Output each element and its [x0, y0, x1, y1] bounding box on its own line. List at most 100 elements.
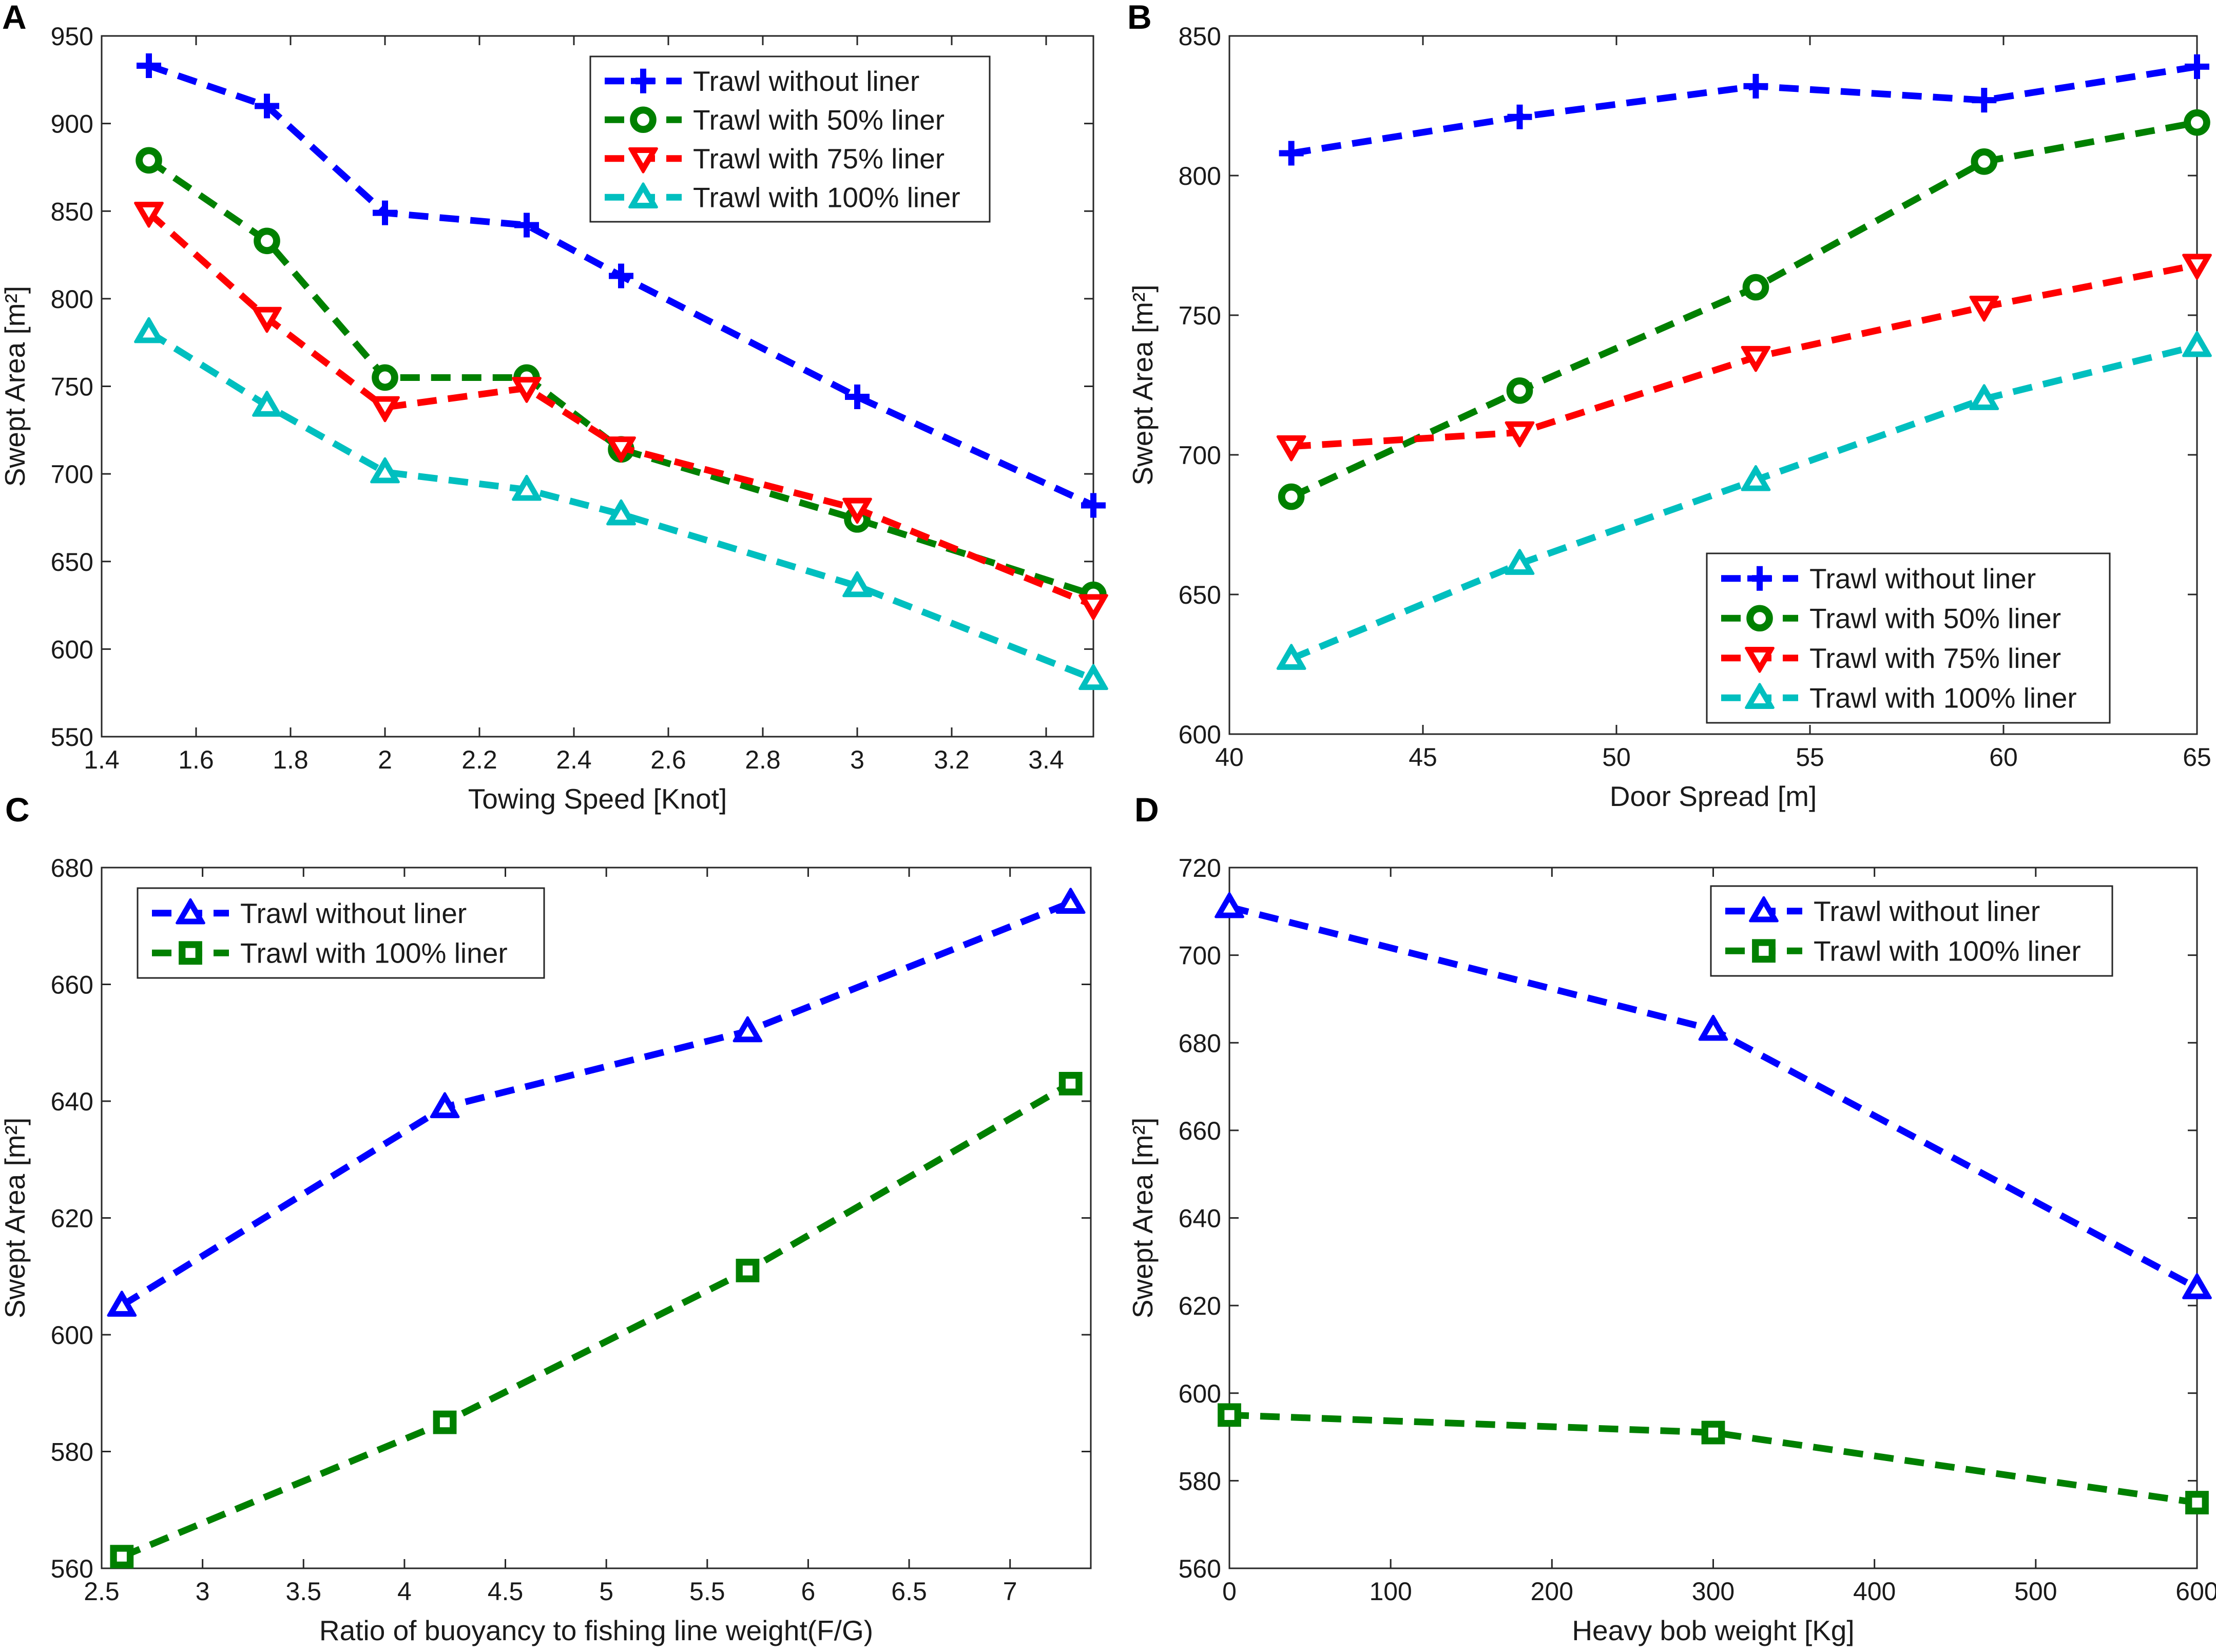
data-marker-center — [115, 1300, 128, 1311]
x-tick-label: 100 — [1369, 1577, 1412, 1606]
y-tick-label: 950 — [51, 22, 93, 51]
legend-label: Trawl without liner — [240, 897, 467, 929]
data-marker — [1081, 493, 1106, 518]
y-tick-label: 650 — [51, 548, 93, 577]
legend-entry: Trawl with 50% liner — [1721, 602, 2061, 634]
x-tick-label: 0 — [1222, 1577, 1237, 1606]
data-marker-center — [438, 1102, 451, 1113]
legend-entry: Trawl without liner — [1721, 563, 2036, 594]
legend-entry: Trawl without liner — [152, 897, 467, 929]
data-marker — [255, 93, 279, 119]
x-tick-label: 600 — [2175, 1577, 2216, 1606]
series-1 — [1218, 1403, 2209, 1514]
legend-label: Trawl with 100% liner — [693, 181, 960, 213]
panel-letter: B — [1127, 0, 1152, 36]
data-marker-center — [1708, 1427, 1719, 1438]
data-marker-center — [615, 442, 627, 453]
series-1 — [1278, 109, 2210, 510]
legend-label: Trawl without liner — [1814, 895, 2040, 927]
y-tick-label: 600 — [51, 1321, 93, 1350]
data-marker-center — [1759, 946, 1769, 956]
legend-label: Trawl without liner — [1809, 563, 2036, 594]
x-tick-label: 65 — [2183, 743, 2211, 772]
data-marker — [373, 200, 397, 225]
data-marker-center — [379, 467, 391, 478]
x-tick-label: 2.4 — [556, 745, 592, 774]
x-tick-label: 6 — [801, 1577, 816, 1606]
series-2 — [134, 201, 1108, 620]
series-0 — [137, 53, 1106, 518]
y-tick-label: 620 — [51, 1204, 93, 1233]
data-marker-center — [1758, 906, 1770, 917]
data-marker-center — [637, 113, 649, 126]
data-marker-center — [1707, 1025, 1720, 1035]
y-tick-label: 850 — [51, 197, 93, 226]
data-marker-center — [1749, 475, 1762, 486]
y-tick-label: 800 — [1179, 162, 1221, 190]
data-marker-center — [1513, 384, 1526, 397]
y-tick-label: 750 — [51, 373, 93, 401]
y-tick-label: 680 — [1179, 1029, 1221, 1058]
y-tick-label: 580 — [1179, 1467, 1221, 1495]
y-tick-label: 560 — [1179, 1554, 1221, 1583]
legend-label: Trawl with 75% liner — [1809, 642, 2061, 674]
data-marker — [609, 263, 633, 289]
x-tick-label: 1.8 — [273, 745, 309, 774]
y-tick-label: 720 — [1179, 854, 1221, 882]
legend: Trawl without liner Trawl with 100% liner — [1710, 885, 2113, 977]
legend-label: Trawl without liner — [693, 65, 919, 97]
y-tick-label: 560 — [51, 1554, 93, 1583]
y-tick-label: 680 — [51, 854, 93, 882]
data-marker-center — [1513, 559, 1526, 569]
data-marker-center — [1066, 1079, 1076, 1089]
data-marker — [1279, 141, 1304, 166]
x-tick-label: 4.5 — [488, 1577, 524, 1606]
data-marker-center — [379, 371, 391, 384]
y-axis-title: Swept Area [m²] — [0, 1118, 31, 1318]
x-tick-label: 2.2 — [461, 745, 497, 774]
data-marker-center — [521, 485, 533, 495]
legend-label: Trawl with 75% liner — [693, 143, 945, 175]
data-marker — [1747, 566, 1772, 591]
x-axis-title: Ratio of buoyancy to fishing line weight… — [319, 1615, 873, 1646]
data-marker — [1743, 73, 1768, 99]
data-marker-center — [379, 401, 391, 413]
data-marker-center — [143, 327, 155, 338]
y-tick-label: 650 — [1179, 581, 1221, 609]
data-marker — [631, 68, 656, 93]
y-tick-label: 700 — [51, 460, 93, 489]
x-tick-label: 2.8 — [745, 745, 781, 774]
legend: Trawl without liner Trawl with 50% liner T… — [1706, 552, 2111, 724]
x-axis-title: Heavy bob weight [Kg] — [1572, 1615, 1854, 1646]
data-marker-center — [1064, 897, 1077, 909]
y-tick-label: 550 — [51, 723, 93, 752]
series-line — [120, 899, 1072, 1309]
data-marker-center — [851, 503, 863, 514]
data-marker-center — [1087, 674, 1100, 685]
legend-label: Trawl with 100% liner — [1814, 935, 2081, 967]
legend-box — [1706, 552, 2111, 724]
data-marker-center — [521, 382, 533, 393]
panel-b: B 40 45 50 55 60 65 600 650 700 750 800 850 Door Spre… — [1127, 0, 2212, 812]
panel-letter: C — [5, 791, 30, 829]
x-tick-label: 4 — [397, 1577, 412, 1606]
data-marker-center — [1749, 281, 1762, 294]
legend-label: Trawl with 50% liner — [1809, 602, 2061, 634]
data-marker — [1507, 104, 1532, 129]
data-marker-center — [1087, 600, 1100, 610]
y-tick-label: 640 — [1179, 1204, 1221, 1233]
y-tick-label: 700 — [1179, 942, 1221, 970]
series-0 — [1215, 892, 2212, 1299]
x-tick-label: 55 — [1796, 743, 1824, 772]
x-tick-label: 500 — [2014, 1577, 2057, 1606]
data-marker-center — [143, 154, 155, 167]
data-marker-center — [1749, 351, 1762, 362]
data-marker-center — [637, 192, 649, 203]
data-marker-center — [2191, 116, 2203, 129]
y-axis-title: Swept Area [m²] — [1127, 1118, 1159, 1318]
data-marker — [2185, 1491, 2209, 1514]
data-marker-center — [615, 509, 627, 520]
data-marker-center — [2191, 259, 2203, 270]
series-3 — [1276, 331, 2212, 670]
